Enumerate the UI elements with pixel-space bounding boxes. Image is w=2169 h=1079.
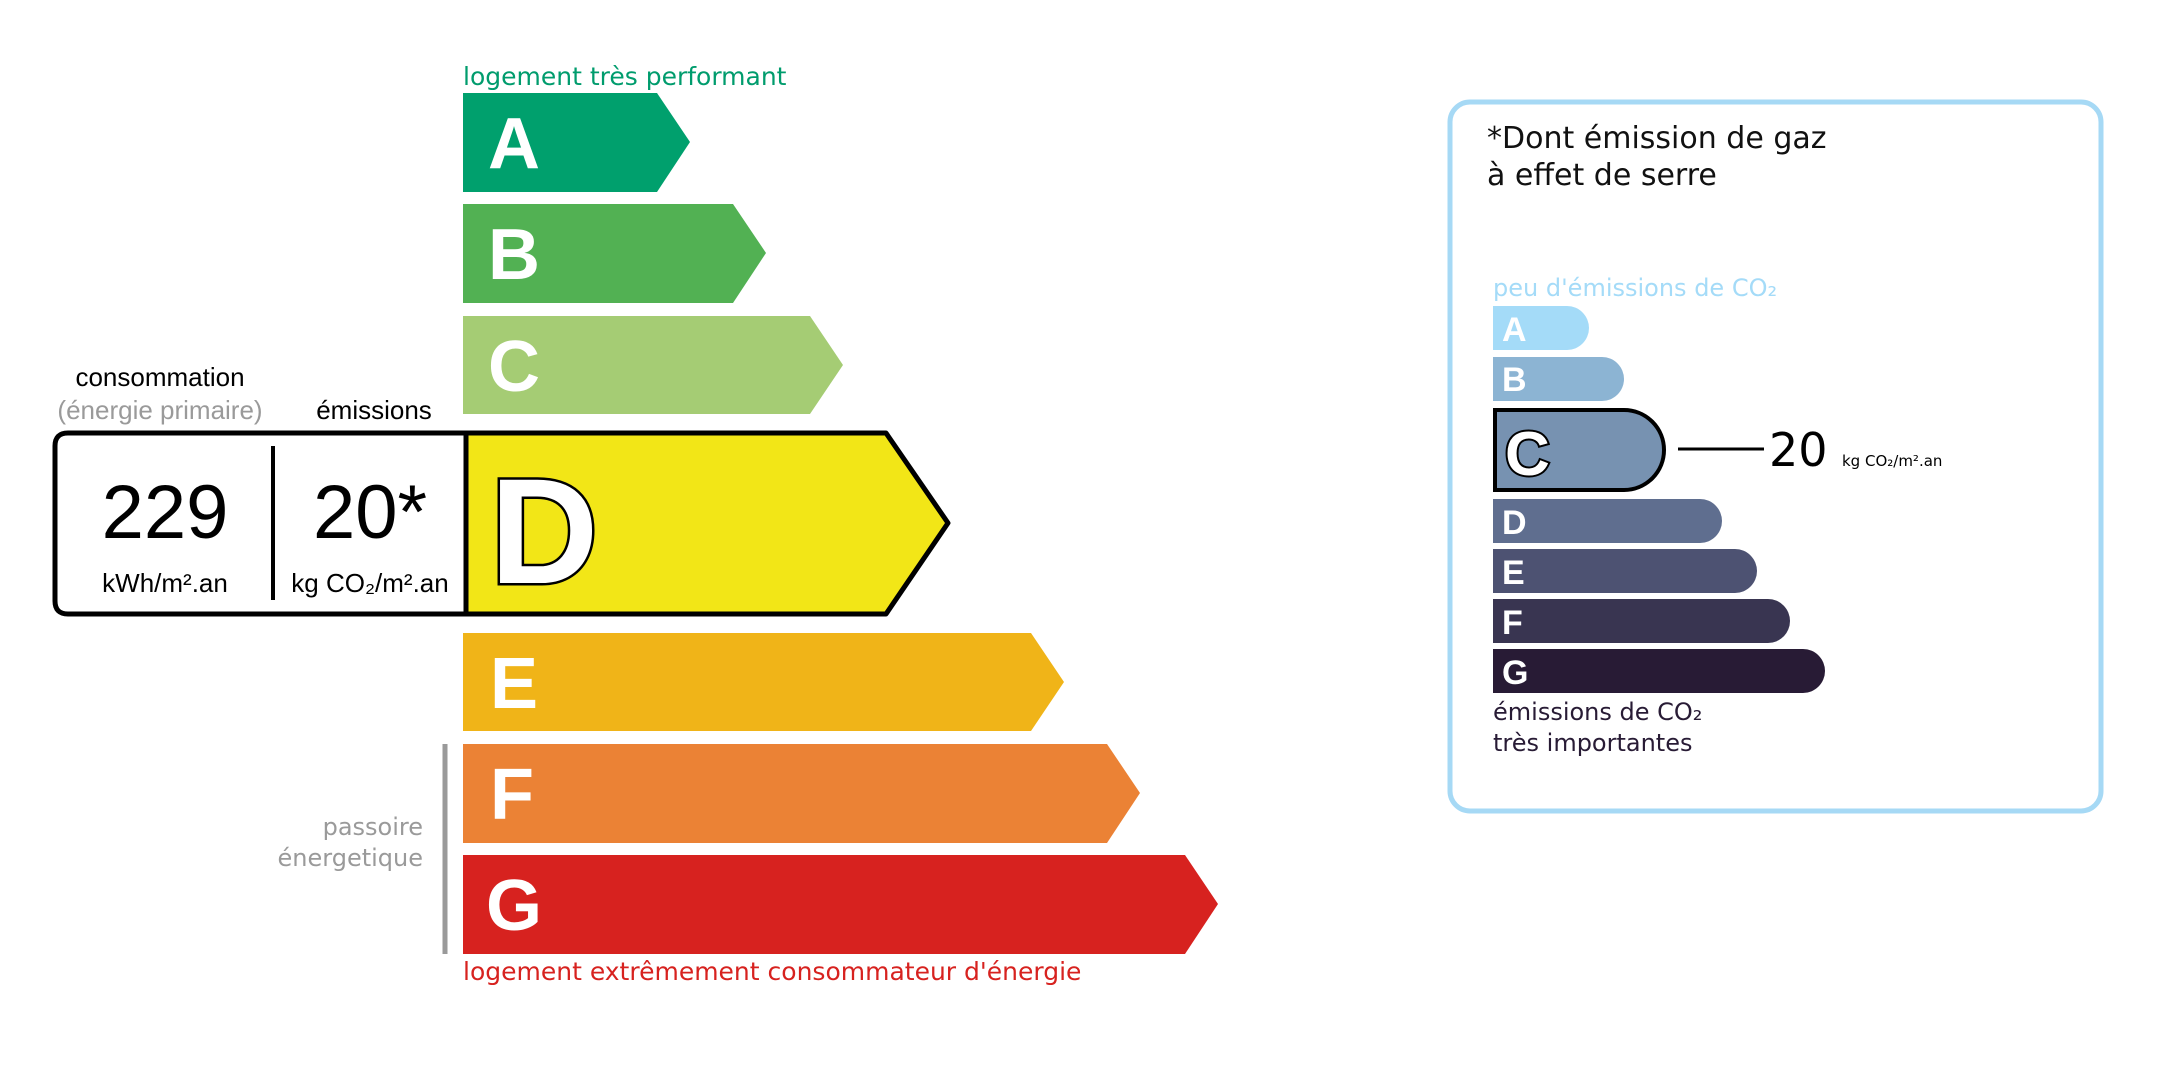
energy-current-class-d: D 229 kWh/m².an 20* kg CO₂/m².an [52,430,951,618]
passoire-label-line2: énergetique [278,844,423,872]
climate-class-g: G [1493,649,1825,693]
emissions-value: 20* [313,470,427,555]
climate-letter-e: E [1502,554,1525,592]
energy-class-a: A [463,93,690,192]
climate-bottom-label-line2: très importantes [1493,729,1693,757]
energy-letter-b: B [488,215,540,295]
energy-letter-e: E [490,644,538,724]
climate-value: 20 [1769,423,1828,477]
climate-title-line2: à effet de serre [1487,158,1717,193]
emissions-unit: kg CO₂/m².an [291,568,448,598]
energy-bar-g [463,855,1218,954]
climate-class-b: B [1493,357,1624,401]
climate-bar-e [1493,549,1757,593]
climate-bottom-label-line1: émissions de CO₂ [1493,698,1702,726]
climate-letter-f: F [1502,604,1523,642]
energy-bar-d [463,430,951,617]
energy-letter-c: C [488,327,540,407]
climate-letter-b: B [1502,361,1527,399]
climate-class-f: F [1493,599,1790,643]
energy-letter-d: D [490,447,598,615]
energy-bar-b [463,204,766,303]
energy-bar-e [463,633,1064,731]
climate-letter-a: A [1502,311,1527,349]
energy-bar-c [463,316,843,414]
energy-letter-g: G [486,866,542,946]
climate-title-line1: *Dont émission de gaz [1487,121,1827,156]
energy-bottom-label: logement extrêmement consommateur d'éner… [463,957,1081,986]
climate-class-a: A [1493,306,1589,350]
consumption-unit: kWh/m².an [102,568,228,598]
consumption-sublabel: (énergie primaire) [57,395,262,425]
energy-values-box [52,430,469,617]
consumption-value: 229 [102,470,229,555]
energy-letter-a: A [488,104,540,184]
passoire-label-line1: passoire [323,813,423,841]
energy-letter-f: F [490,755,534,835]
climate-bar-f [1493,599,1790,643]
climate-letter-d: D [1502,504,1527,542]
climate-letter-g: G [1502,654,1528,692]
energy-class-c: C [463,316,843,414]
climate-bar-a [1493,306,1589,350]
energy-top-label: logement très performant [463,62,787,91]
energy-class-f: F [463,744,1140,843]
climate-bar-d [1493,499,1722,543]
climate-top-label: peu d'émissions de CO₂ [1493,274,1777,302]
climate-bar-c [1493,408,1666,492]
energy-bar-a [463,93,690,192]
emissions-label: émissions [316,395,432,425]
climate-bar-g [1493,649,1825,693]
energy-class-e: E [463,633,1064,731]
consumption-label: consommation [75,362,244,392]
climate-class-e: E [1493,549,1757,593]
climate-letter-c: C [1505,420,1550,489]
climate-current-class-c: C 20 kg CO₂/m².an [1493,408,1942,492]
climate-unit: kg CO₂/m².an [1842,452,1942,470]
climate-bar-b [1493,357,1624,401]
energy-class-b: B [463,204,766,303]
climate-class-d: D [1493,499,1722,543]
energy-bar-f [463,744,1140,843]
energy-class-g: G [463,855,1218,954]
